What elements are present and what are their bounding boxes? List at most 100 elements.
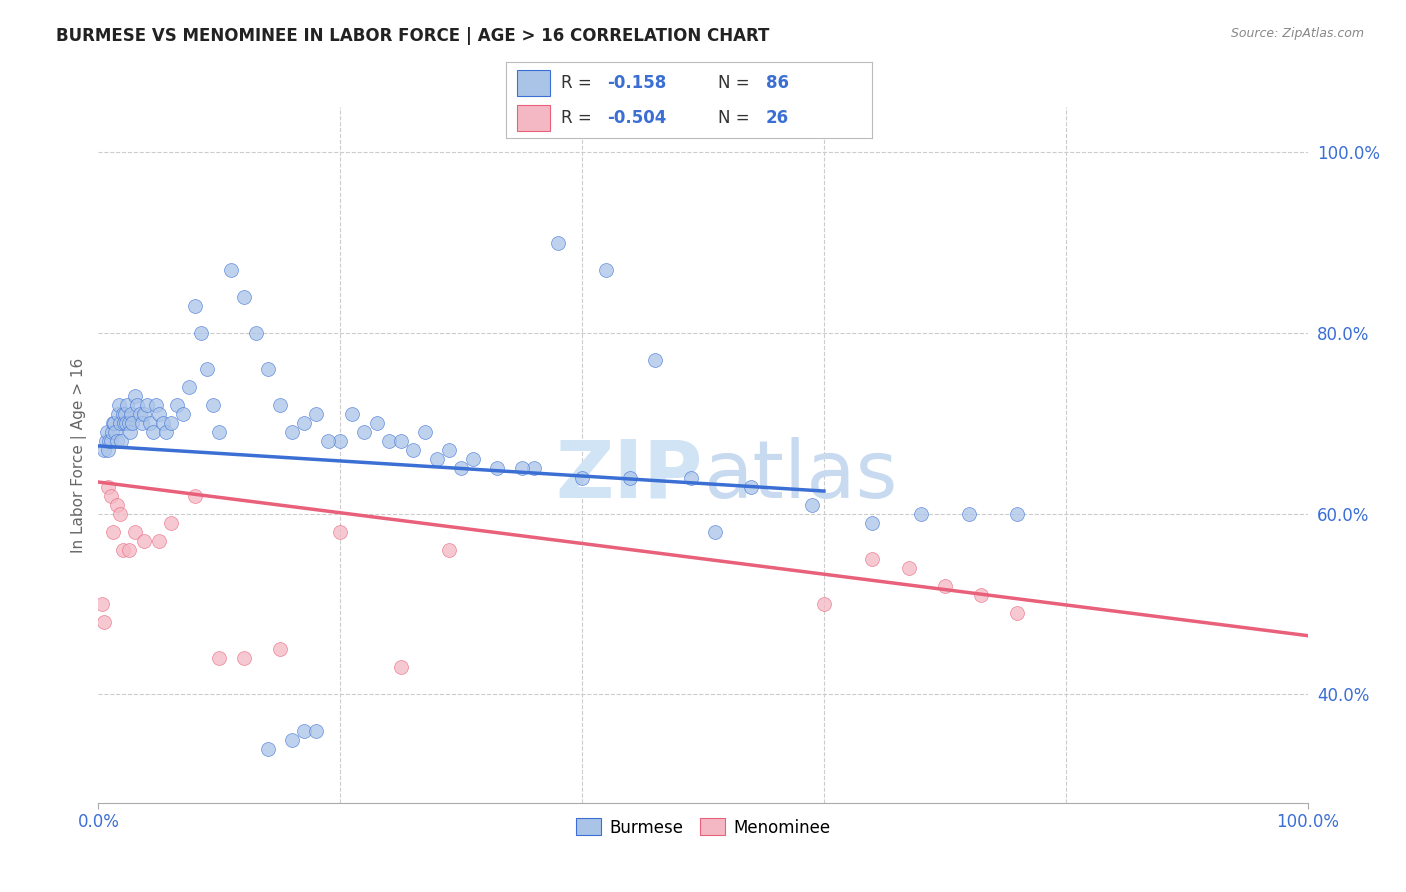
Point — [366, 417, 388, 431]
Point — [316, 434, 339, 449]
Point — [740, 479, 762, 493]
Point — [1007, 606, 1029, 620]
Point — [389, 434, 412, 449]
Point — [389, 660, 412, 674]
Point — [256, 362, 278, 376]
Point — [105, 434, 128, 449]
Text: BURMESE VS MENOMINEE IN LABOR FORCE | AGE > 16 CORRELATION CHART: BURMESE VS MENOMINEE IN LABOR FORCE | AG… — [56, 27, 769, 45]
Text: 26: 26 — [766, 109, 789, 127]
Point — [112, 417, 135, 431]
Point — [195, 362, 218, 376]
Point — [120, 407, 142, 421]
Text: 86: 86 — [766, 74, 789, 92]
Point — [105, 498, 128, 512]
Point — [160, 417, 183, 431]
Point — [111, 542, 134, 557]
Point — [96, 425, 118, 440]
Point — [134, 533, 156, 548]
Point — [97, 479, 120, 493]
Point — [450, 461, 472, 475]
Point — [111, 407, 134, 421]
Point — [100, 489, 122, 503]
Point — [190, 326, 212, 340]
Point — [245, 326, 267, 340]
Text: R =: R = — [561, 74, 598, 92]
Point — [152, 417, 174, 431]
Point — [486, 461, 509, 475]
Point — [292, 723, 315, 738]
FancyBboxPatch shape — [517, 70, 550, 95]
Point — [413, 425, 436, 440]
Point — [292, 417, 315, 431]
Text: ZIP: ZIP — [555, 437, 703, 515]
Point — [510, 461, 533, 475]
Point — [202, 398, 225, 412]
Point — [353, 425, 375, 440]
Point — [94, 434, 117, 449]
Point — [619, 470, 641, 484]
Point — [813, 597, 835, 611]
Point — [342, 407, 364, 421]
Point — [115, 417, 138, 431]
Point — [118, 542, 141, 557]
Text: N =: N = — [718, 109, 755, 127]
Point — [402, 443, 425, 458]
Point — [93, 443, 115, 458]
Point — [437, 443, 460, 458]
Point — [108, 417, 131, 431]
Point — [121, 417, 143, 431]
Point — [97, 443, 120, 458]
Point — [142, 425, 165, 440]
Point — [166, 398, 188, 412]
Point — [101, 417, 124, 431]
Point — [426, 452, 449, 467]
Point — [232, 290, 254, 304]
Point — [547, 235, 569, 250]
Point — [107, 407, 129, 421]
Legend: Burmese, Menominee: Burmese, Menominee — [569, 812, 837, 843]
Point — [184, 489, 207, 503]
Point — [93, 615, 115, 629]
Point — [148, 533, 170, 548]
Point — [131, 417, 153, 431]
Point — [208, 425, 231, 440]
Point — [679, 470, 702, 484]
Point — [256, 741, 278, 756]
Point — [208, 651, 231, 665]
Point — [155, 425, 177, 440]
Point — [127, 398, 149, 412]
Text: Source: ZipAtlas.com: Source: ZipAtlas.com — [1230, 27, 1364, 40]
Point — [860, 551, 883, 566]
Point — [98, 434, 121, 449]
Point — [329, 524, 352, 539]
Point — [117, 398, 139, 412]
Point — [145, 398, 167, 412]
Point — [305, 723, 328, 738]
FancyBboxPatch shape — [517, 105, 550, 130]
Text: N =: N = — [718, 74, 755, 92]
Point — [91, 597, 114, 611]
Point — [523, 461, 546, 475]
Point — [135, 398, 157, 412]
Point — [957, 507, 980, 521]
Point — [1007, 507, 1029, 521]
Text: R =: R = — [561, 109, 598, 127]
Point — [644, 353, 666, 368]
Point — [437, 542, 460, 557]
Point — [104, 425, 127, 440]
Point — [970, 588, 993, 602]
Point — [860, 516, 883, 530]
Point — [100, 425, 122, 440]
Text: -0.504: -0.504 — [607, 109, 666, 127]
Point — [118, 425, 141, 440]
Point — [103, 417, 125, 431]
Point — [124, 389, 146, 403]
Point — [160, 516, 183, 530]
Point — [148, 407, 170, 421]
Point — [134, 407, 156, 421]
Point — [100, 434, 122, 449]
Point — [377, 434, 399, 449]
Point — [179, 380, 201, 394]
Point — [110, 434, 132, 449]
Point — [128, 407, 150, 421]
